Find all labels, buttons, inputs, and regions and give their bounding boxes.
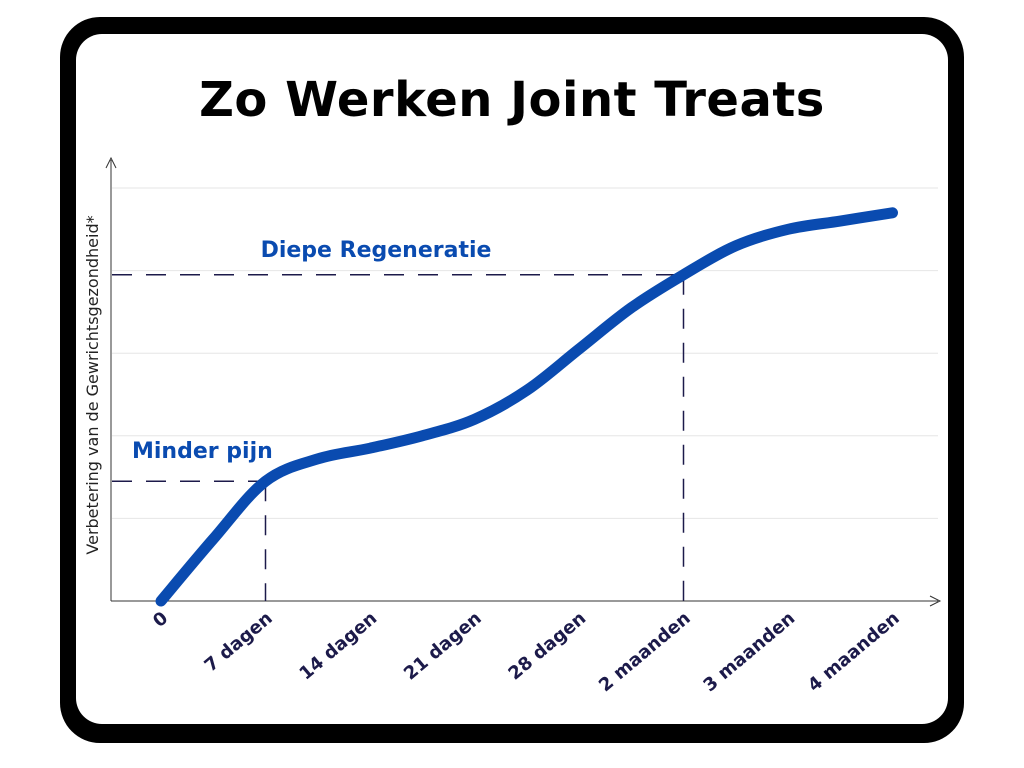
x-tick-label: 7 dagen — [201, 608, 277, 677]
annotation-label: Diepe Regeneratie — [261, 238, 492, 263]
series-line — [155, 207, 898, 607]
x-tick-label: 21 dagen — [400, 608, 486, 685]
x-tick-label: 4 maanden — [804, 608, 904, 696]
x-tick-label: 3 maanden — [699, 608, 799, 696]
x-tick-label: 14 dagen — [296, 608, 382, 685]
x-tick-label: 2 maanden — [595, 608, 695, 696]
annotation-label: Minder pijn — [132, 439, 273, 464]
x-tick-label: 28 dagen — [505, 608, 591, 685]
y-axis-arrow — [105, 156, 117, 169]
x-axis-arrow — [929, 595, 942, 607]
chart-panel — [76, 34, 948, 724]
y-axis-label: Verbetering van de Gewrichtsgezondheid* — [83, 215, 102, 554]
x-tick-label: 0 — [149, 608, 172, 632]
chart-title: Zo Werken Joint Treats — [199, 72, 825, 128]
